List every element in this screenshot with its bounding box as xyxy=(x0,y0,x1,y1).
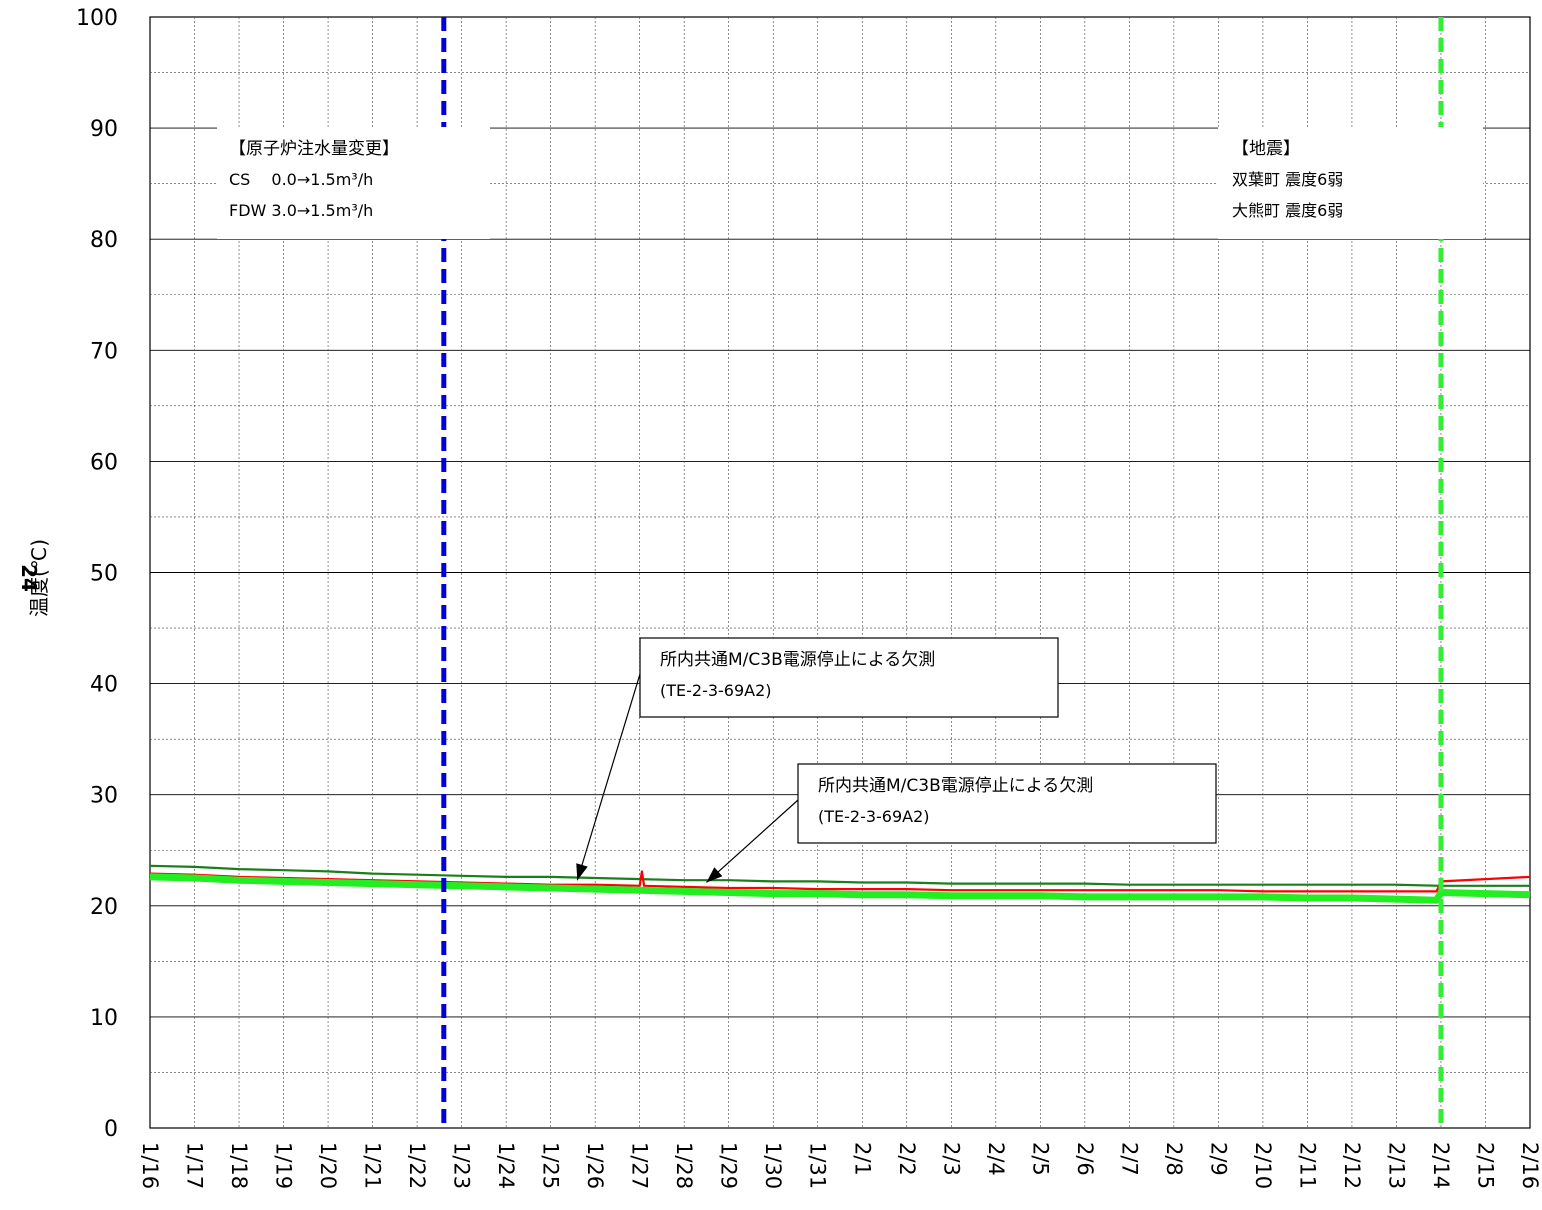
x-tick-label: 1/26 xyxy=(583,1142,607,1189)
x-tick-label: 1/25 xyxy=(539,1142,563,1189)
y-tick-label: 60 xyxy=(90,450,118,475)
x-tick-label: 1/18 xyxy=(227,1142,251,1189)
annotation-text: FDW 3.0→1.5m³/h xyxy=(229,201,373,220)
y-tick-label: 90 xyxy=(90,117,118,142)
x-tick-label: 2/9 xyxy=(1206,1142,1230,1176)
annotation-box xyxy=(797,763,1217,844)
x-tick-label: 2/14 xyxy=(1429,1142,1453,1189)
x-tick-label: 2/8 xyxy=(1162,1142,1186,1176)
y-axis-ticks: 0 10 20 30 40 50 60 70 80 90 100 xyxy=(76,6,118,1142)
annotation-text: (TE-2-3-69A2) xyxy=(818,807,930,826)
x-tick-label: 1/19 xyxy=(272,1142,296,1189)
x-tick-label: 2/1 xyxy=(850,1142,874,1176)
y-tick-label: 80 xyxy=(90,228,118,253)
x-tick-label: 2/16 xyxy=(1518,1142,1542,1189)
arrow-head-icon xyxy=(576,863,588,881)
y-tick-label: 10 xyxy=(90,1006,118,1031)
x-tick-label: 1/28 xyxy=(672,1142,696,1189)
annotation-box xyxy=(1218,127,1483,239)
annotation-text: 所内共通M/C3B電源停止による欠測 xyxy=(660,650,935,670)
annotation-box xyxy=(217,127,490,239)
x-tick-label: 2/4 xyxy=(984,1142,1008,1176)
annotation-arrow xyxy=(576,673,641,881)
x-tick-label: 1/24 xyxy=(494,1142,518,1189)
y-tick-label: 30 xyxy=(90,784,118,809)
x-tick-label: 2/15 xyxy=(1473,1142,1497,1189)
x-tick-label: 2/2 xyxy=(895,1142,919,1176)
x-tick-label: 1/23 xyxy=(450,1142,474,1189)
x-tick-label: 2/10 xyxy=(1251,1142,1275,1189)
x-tick-label: 1/22 xyxy=(405,1142,429,1189)
y-tick-label: 70 xyxy=(90,339,118,364)
x-tick-label: 2/6 xyxy=(1073,1142,1097,1176)
annotation-text: (TE-2-3-69A2) xyxy=(660,681,772,700)
x-tick-label: 2/3 xyxy=(939,1142,963,1176)
event-lines xyxy=(441,17,1444,1128)
x-tick-label: 1/27 xyxy=(628,1142,652,1189)
annotation-text: 双葉町 震度6弱 xyxy=(1232,170,1343,189)
x-tick-label: 2/7 xyxy=(1117,1142,1141,1176)
x-tick-label: 2/12 xyxy=(1340,1142,1364,1189)
y-axis-title-number: 24 xyxy=(17,564,41,592)
x-axis-ticks: 1/16 1/17 1/18 1/19 1/20 1/21 1/22 1/23 1/24 1/25… xyxy=(138,1142,1542,1189)
x-tick-label: 1/21 xyxy=(361,1142,385,1189)
arrow-head-icon xyxy=(706,867,723,883)
x-tick-label: 2/13 xyxy=(1384,1142,1408,1189)
annotation-box xyxy=(639,637,1059,718)
x-tick-label: 2/5 xyxy=(1028,1142,1052,1176)
series-group xyxy=(149,864,1531,904)
annotation-arrow xyxy=(706,799,799,883)
annotations: 【原子炉注水量変更】 CS 0.0→1.5m³/h FDW 3.0→1.5m³/h 【… xyxy=(217,127,1483,883)
series-line-2 xyxy=(149,873,1531,904)
x-tick-label: 1/16 xyxy=(138,1142,162,1189)
annotation-text: CS 0.0→1.5m³/h xyxy=(229,170,373,189)
y-axis-title: 温度(℃) xyxy=(27,539,51,617)
series-line-0 xyxy=(149,864,1530,887)
y-tick-label: 20 xyxy=(90,895,118,920)
x-tick-label: 1/17 xyxy=(183,1142,207,1189)
y-tick-label: 0 xyxy=(104,1117,118,1142)
annotation-text: 【地震】 xyxy=(1232,139,1300,159)
annotation-text: 所内共通M/C3B電源停止による欠測 xyxy=(818,776,1093,796)
y-tick-label: 100 xyxy=(76,6,118,31)
x-tick-label: 1/20 xyxy=(316,1142,340,1189)
y-tick-label: 40 xyxy=(90,673,118,698)
x-tick-label: 2/11 xyxy=(1295,1142,1319,1189)
annotation-text: 大熊町 震度6弱 xyxy=(1232,201,1343,220)
x-tick-label: 1/30 xyxy=(761,1142,785,1189)
y-tick-label: 50 xyxy=(90,562,118,587)
x-tick-label: 1/31 xyxy=(806,1142,830,1189)
annotation-text: 【原子炉注水量変更】 xyxy=(229,139,399,159)
x-tick-label: 1/29 xyxy=(717,1142,741,1189)
